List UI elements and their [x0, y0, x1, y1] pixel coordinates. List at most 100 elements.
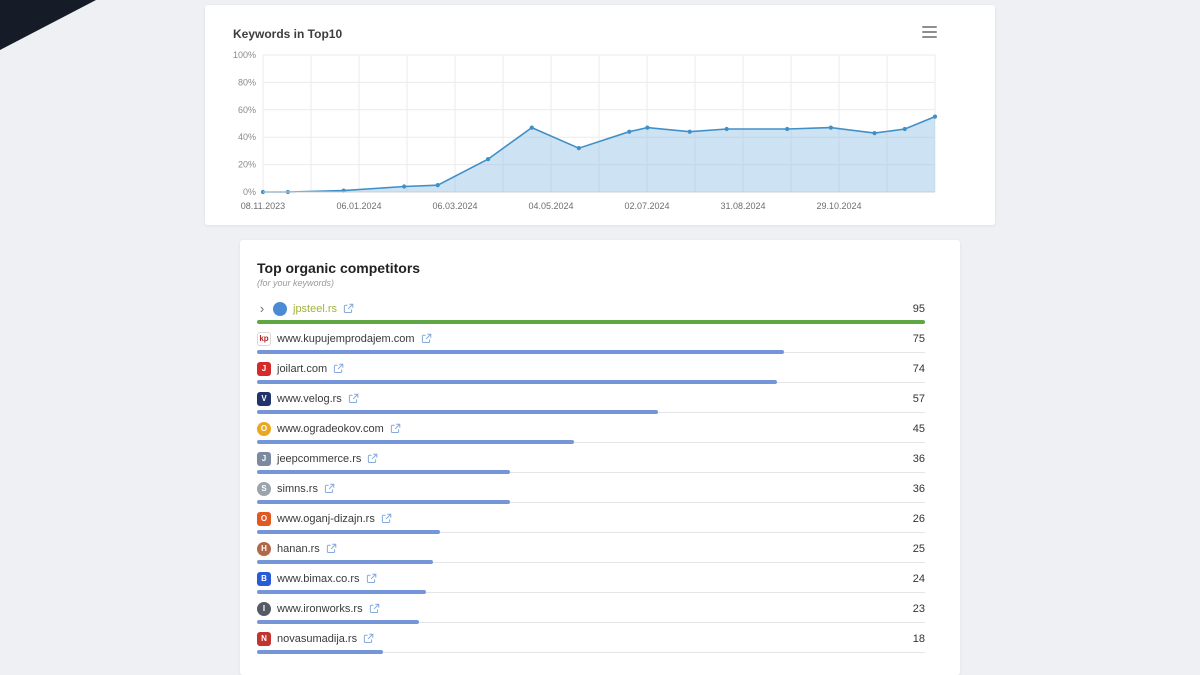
svg-text:80%: 80% [238, 77, 256, 87]
competitor-bar [257, 500, 511, 504]
external-link-icon[interactable] [369, 603, 380, 614]
competitor-bar-track [257, 500, 925, 504]
competitor-bar [257, 620, 419, 624]
svg-text:02.07.2024: 02.07.2024 [624, 201, 669, 211]
competitor-list: › jpsteel.rs 95 › kp www.kupujemprodajem… [257, 301, 925, 654]
external-link-icon[interactable] [333, 363, 344, 374]
svg-text:08.11.2023: 08.11.2023 [241, 201, 285, 211]
competitor-bar [257, 560, 433, 564]
external-link-icon[interactable] [326, 543, 337, 554]
competitor-domain-link[interactable]: joilart.com [277, 362, 328, 375]
competitor-domain-link[interactable]: hanan.rs [277, 542, 320, 555]
site-favicon: I [257, 601, 271, 616]
site-favicon: kp [257, 331, 271, 346]
competitor-bar-track [257, 650, 925, 654]
hamburger-menu-icon[interactable] [922, 26, 937, 38]
competitor-keyword-count: 36 [912, 482, 925, 495]
competitor-row: › I www.ironworks.rs 23 [257, 601, 925, 624]
competitor-bar-track [257, 380, 925, 384]
competitor-domain-link[interactable]: novasumadija.rs [277, 632, 358, 645]
competitor-keyword-count: 18 [912, 632, 925, 645]
site-favicon: H [257, 541, 271, 556]
competitor-row: › J jeepcommerce.rs 36 [257, 451, 925, 474]
competitor-bar-track [257, 530, 925, 534]
competitor-keyword-count: 95 [912, 302, 925, 315]
competitor-bar-track [257, 560, 925, 564]
competitor-domain-link[interactable]: jpsteel.rs [293, 302, 338, 315]
svg-text:100%: 100% [233, 50, 256, 60]
external-link-icon[interactable] [381, 513, 392, 524]
external-link-icon[interactable] [363, 633, 374, 644]
svg-text:0%: 0% [243, 187, 256, 197]
competitor-keyword-count: 74 [912, 362, 925, 375]
competitor-bar-track [257, 590, 925, 594]
expand-chevron-icon[interactable]: › [259, 300, 265, 316]
keywords-top10-card: Keywords in Top10 0% 20% 40% 60% 80% 100% 08.1… [205, 5, 995, 225]
competitor-row: › H hanan.rs 25 [257, 541, 925, 564]
competitor-domain-link[interactable]: www.ironworks.rs [277, 602, 363, 615]
competitor-domain-link[interactable]: jeepcommerce.rs [277, 452, 362, 465]
competitor-domain-link[interactable]: www.kupujemprodajem.com [277, 332, 415, 345]
competitor-domain-link[interactable]: www.ogradeokov.com [277, 422, 384, 435]
competitor-bar [257, 650, 384, 654]
competitor-keyword-count: 36 [912, 452, 925, 465]
keywords-chart-area: 0% 20% 40% 60% 80% 100% 08.11.2023 06.01.2024 06… [205, 47, 995, 224]
competitors-subtitle: (for your keywords) [257, 278, 335, 288]
competitor-bar-track [257, 410, 925, 414]
competitors-title: Top organic competitors [257, 260, 421, 276]
competitor-keyword-count: 24 [912, 572, 925, 585]
competitor-row: › jpsteel.rs 95 [257, 301, 925, 324]
svg-text:04.05.2024: 04.05.2024 [528, 201, 573, 211]
competitor-row: › V www.velog.rs 57 [257, 391, 925, 414]
svg-text:31.08.2024: 31.08.2024 [720, 201, 765, 211]
external-link-icon[interactable] [367, 453, 378, 464]
competitor-bar [257, 440, 574, 444]
svg-text:20%: 20% [238, 160, 256, 170]
site-favicon: N [257, 631, 271, 646]
svg-text:06.03.2024: 06.03.2024 [432, 201, 477, 211]
corner-decoration [0, 0, 96, 50]
site-favicon [273, 301, 287, 316]
external-link-icon[interactable] [421, 333, 432, 344]
competitor-row: › J joilart.com 74 [257, 361, 925, 384]
external-link-icon[interactable] [343, 303, 354, 314]
competitor-bar-track [257, 320, 925, 324]
site-favicon: S [257, 481, 271, 496]
site-favicon: J [257, 451, 271, 466]
competitor-row: › kp www.kupujemprodajem.com 75 [257, 331, 925, 354]
site-favicon: O [257, 421, 271, 436]
competitor-bar-track [257, 350, 925, 354]
competitor-row: › O www.ogradeokov.com 45 [257, 421, 925, 444]
competitor-row: › O www.oganj-dizajn.rs 26 [257, 511, 925, 534]
competitor-keyword-count: 45 [912, 422, 925, 435]
site-favicon: J [257, 361, 271, 376]
external-link-icon[interactable] [366, 573, 377, 584]
competitor-row: › S simns.rs 36 [257, 481, 925, 504]
svg-text:60%: 60% [238, 105, 256, 115]
competitor-domain-link[interactable]: simns.rs [277, 482, 318, 495]
external-link-icon[interactable] [348, 393, 359, 404]
competitor-domain-link[interactable]: www.oganj-dizajn.rs [277, 512, 375, 525]
competitor-bar-track [257, 470, 925, 474]
competitor-keyword-count: 23 [912, 602, 925, 615]
competitor-bar [257, 410, 658, 414]
competitor-bar-track [257, 620, 925, 624]
competitor-bar [257, 350, 785, 354]
competitor-keyword-count: 57 [912, 392, 925, 405]
competitor-row: › B www.bimax.co.rs 24 [257, 571, 925, 594]
site-favicon: B [257, 571, 271, 586]
external-link-icon[interactable] [390, 423, 401, 434]
svg-text:40%: 40% [238, 132, 256, 142]
competitor-bar [257, 380, 778, 384]
competitor-keyword-count: 26 [912, 512, 925, 525]
competitor-domain-link[interactable]: www.velog.rs [277, 392, 342, 405]
competitor-domain-link[interactable]: www.bimax.co.rs [277, 572, 360, 585]
competitors-card: Top organic competitors (for your keywor… [240, 240, 960, 675]
chart-title: Keywords in Top10 [233, 27, 343, 41]
external-link-icon[interactable] [324, 483, 335, 494]
svg-text:06.01.2024: 06.01.2024 [336, 201, 381, 211]
competitor-bar [257, 320, 925, 324]
competitor-bar [257, 470, 511, 474]
site-favicon: V [257, 391, 271, 406]
competitor-bar-track [257, 440, 925, 444]
